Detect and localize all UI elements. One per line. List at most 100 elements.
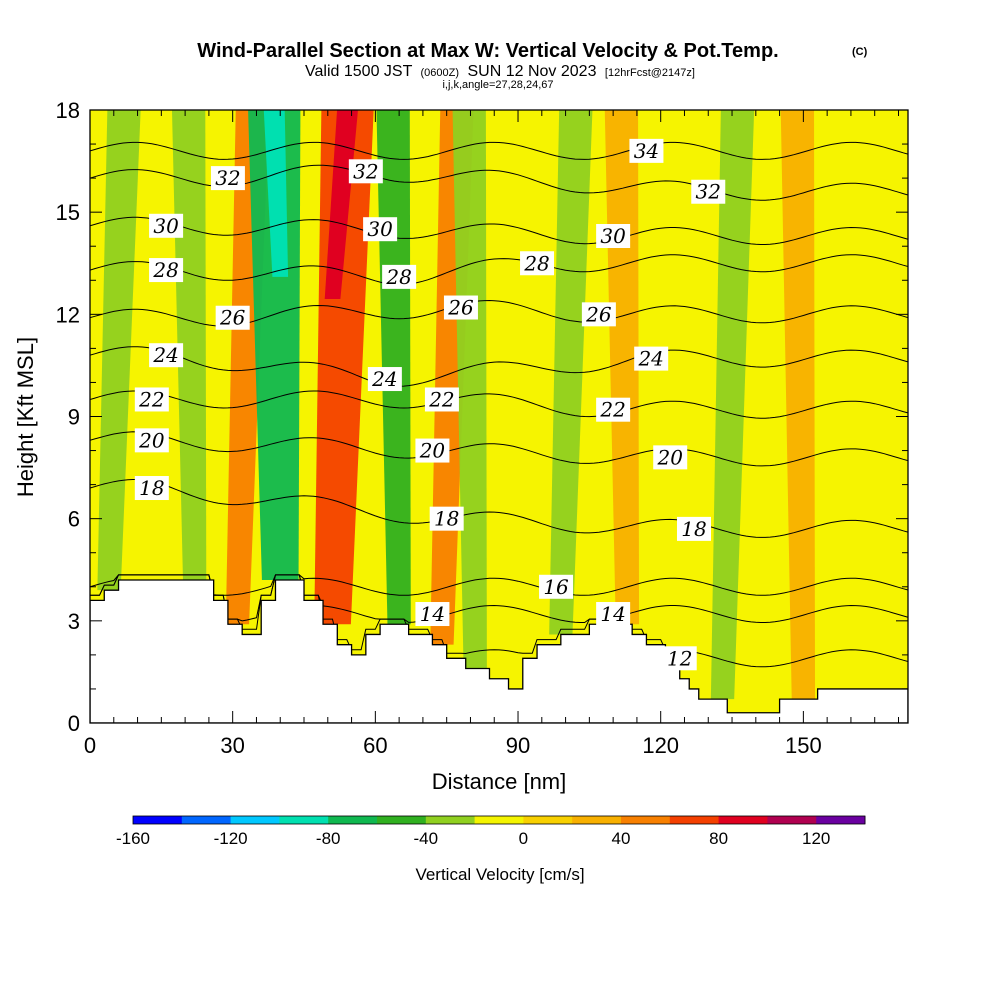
subtitle-utc: (0600Z) [421, 67, 460, 79]
theta-label-text: 30 [153, 214, 179, 238]
theta-label-box [149, 258, 184, 283]
theta-label-text: 12 [667, 646, 692, 670]
theta-label: 24 [634, 346, 669, 371]
theta-label: 26 [215, 305, 250, 330]
theta-contour [90, 254, 908, 286]
theta-label-text: 18 [434, 507, 459, 531]
colorbar-swatch [718, 816, 768, 824]
theta-label-box [629, 138, 664, 163]
colorbar-swatch [669, 816, 720, 824]
velocity-core [263, 110, 289, 277]
theta-label-box [634, 346, 669, 371]
chart-title: Wind-Parallel Section at Max W: Vertical… [197, 40, 778, 62]
colorbar-swatch [816, 816, 866, 824]
theta-label-box [415, 602, 450, 627]
colorbar-tick-label: -80 [316, 829, 341, 848]
chart-title-mark: (C) [852, 46, 868, 58]
theta-label-text: 26 [447, 296, 474, 320]
colorbar-swatch [425, 816, 476, 824]
theta-label: 16 [539, 574, 574, 599]
y-axis-label: Height [Kft MSL] [13, 337, 38, 497]
theta-label-text: 22 [138, 387, 164, 411]
colorbar-swatch [181, 816, 232, 824]
theta-contour [90, 390, 908, 419]
theta-label-box [210, 166, 245, 191]
theta-label: 30 [149, 213, 184, 238]
theta-label: 28 [149, 258, 184, 283]
theta-label: 32 [210, 166, 245, 191]
theta-label-text: 20 [138, 428, 165, 452]
theta-label: 30 [596, 224, 631, 249]
x-tick-label: 150 [785, 733, 822, 758]
theta-label-box [367, 367, 402, 392]
potential-temperature-labels: 34 32 32 32 30 30 30 28 28 28 26 26 26 24 24 24 22 22 22 20… [134, 138, 726, 671]
theta-label: 12 [662, 646, 697, 671]
theta-label-text: 34 [634, 139, 659, 163]
theta-label-box [149, 343, 184, 368]
theta-label: 14 [596, 602, 631, 627]
colorbar-title: Vertical Velocity [cm/s] [415, 865, 584, 884]
colorbar-swatch [377, 816, 427, 824]
theta-label-text: 32 [215, 166, 240, 190]
theta-label-box [596, 602, 631, 627]
theta-label-box [424, 387, 459, 412]
theta-label-box [691, 179, 726, 204]
theta-label-text: 18 [139, 476, 164, 500]
theta-contour [90, 574, 908, 596]
theta-label-box [348, 159, 383, 184]
theta-label: 24 [149, 343, 184, 368]
subtitle-valid: Valid 1500 JST [305, 63, 413, 80]
subtitle-date: SUN 12 Nov 2023 [468, 63, 597, 80]
theta-label: 30 [363, 217, 398, 242]
theta-label-text: 22 [428, 387, 454, 411]
theta-label-text: 16 [543, 575, 569, 599]
theta-label-box [596, 224, 631, 249]
subtitle-forecast: [12hrFcst@2147z] [605, 67, 695, 79]
theta-label-box [134, 387, 169, 412]
x-tick-label: 30 [220, 733, 244, 758]
y-tick-label: 6 [68, 507, 80, 532]
colorbar-tick-label: 40 [612, 829, 631, 848]
theta-label-box [363, 217, 398, 242]
theta-label-box [520, 251, 555, 276]
theta-label: 20 [415, 438, 450, 463]
theta-label-box [134, 476, 169, 501]
theta-label-text: 26 [585, 302, 612, 326]
theta-label-text: 28 [152, 258, 178, 282]
colorbar-swatch [328, 816, 378, 824]
colorbar-tick-label: -120 [214, 829, 248, 848]
theta-label-text: 14 [600, 602, 625, 626]
colorbar: -160 -120 -80 -40 0 40 80 120 [116, 815, 866, 848]
theta-label: 26 [443, 295, 478, 320]
colorbar-tick-label: 80 [709, 829, 728, 848]
theta-label-box [215, 305, 250, 330]
chart-subtitle: Valid 1500 JST (0600Z) SUN 12 Nov 2023 [… [305, 63, 695, 80]
plot-area: 34 32 32 32 30 30 30 28 28 28 26 26 26 24 24 24 22 22 22 20… [90, 110, 908, 723]
theta-label-text: 28 [385, 265, 411, 289]
colorbar-swatch [279, 816, 329, 824]
theta-label-text: 24 [371, 367, 397, 391]
theta-label: 14 [415, 602, 450, 627]
chart-subtitle-indices: i,j,k,angle=27,28,24,67 [442, 79, 553, 91]
colorbar-swatch [523, 816, 573, 824]
theta-label: 26 [581, 302, 616, 327]
y-axis: 0 3 6 9 12 15 18 [56, 98, 908, 736]
theta-label-box [596, 397, 631, 422]
theta-label-box [149, 213, 184, 238]
colorbar-swatch [572, 816, 622, 824]
theta-label-box [443, 295, 478, 320]
velocity-core [324, 110, 358, 300]
y-tick-label: 18 [56, 98, 80, 123]
theta-label-box [539, 574, 574, 599]
theta-label: 18 [676, 516, 711, 541]
theta-label-text: 30 [600, 224, 626, 248]
theta-label-text: 32 [696, 180, 721, 204]
theta-label-text: 32 [353, 159, 378, 183]
colorbar-frame [132, 815, 866, 825]
colorbar-tick-label: -160 [116, 829, 150, 848]
theta-label-box [653, 445, 688, 470]
theta-label: 20 [653, 445, 688, 470]
theta-label-text: 26 [219, 306, 246, 330]
theta-label-text: 22 [599, 398, 625, 422]
